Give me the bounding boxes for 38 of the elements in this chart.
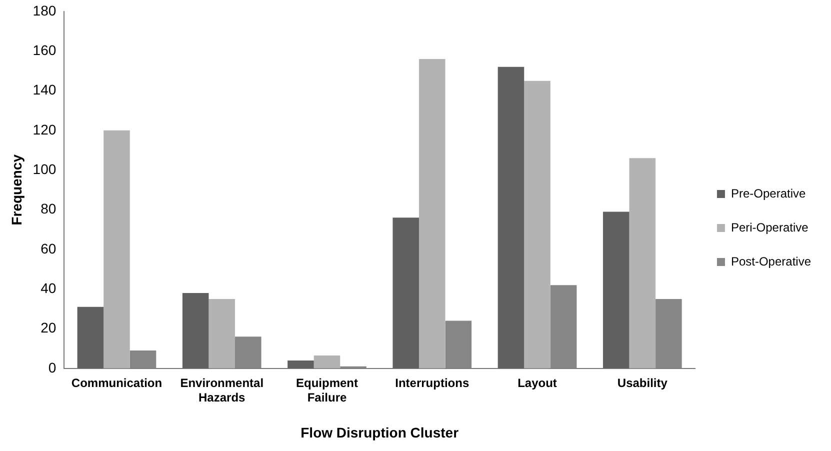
bar xyxy=(656,298,682,368)
bar xyxy=(392,218,419,368)
y-tick-label: 180 xyxy=(32,2,56,18)
bar xyxy=(498,66,524,368)
y-tick-label: 160 xyxy=(32,42,56,58)
x-tick-label: Layout xyxy=(518,376,557,390)
y-tick-label: 120 xyxy=(32,121,56,138)
bar xyxy=(445,320,472,368)
bar xyxy=(77,306,104,368)
y-tick-label: 60 xyxy=(40,240,56,256)
y-tick-label: 140 xyxy=(32,82,56,98)
bar xyxy=(182,293,209,368)
x-tick-label: Interruptions xyxy=(395,376,470,390)
y-tick-label: 100 xyxy=(32,160,56,177)
x-tick-label: Communication xyxy=(71,376,162,390)
bar xyxy=(629,158,656,368)
bar xyxy=(524,80,550,368)
bar xyxy=(235,336,262,368)
y-tick-label: 0 xyxy=(48,359,56,376)
y-tick-label: 40 xyxy=(40,280,56,296)
legend-label: Post-Operative xyxy=(730,254,812,268)
bar xyxy=(314,356,340,368)
bar xyxy=(550,285,577,368)
x-axis-title: Flow Disruption Cluster xyxy=(300,424,460,440)
bar xyxy=(104,130,130,368)
y-tick-label: 20 xyxy=(40,320,56,336)
bar xyxy=(418,59,446,368)
bar xyxy=(288,360,314,368)
legend-label: Peri-Operative xyxy=(730,220,809,234)
bar xyxy=(602,212,630,368)
x-tick-label: Environmental Hazards xyxy=(180,376,264,404)
legend-label: Pre-Operative xyxy=(730,186,806,200)
bar xyxy=(208,298,236,368)
x-tick-label: Usability xyxy=(617,376,668,390)
y-tick-label: 80 xyxy=(40,200,56,217)
y-axis-title: Frequency xyxy=(8,154,24,226)
bar xyxy=(130,350,156,368)
x-tick-label: Equipment Failure xyxy=(296,376,358,404)
